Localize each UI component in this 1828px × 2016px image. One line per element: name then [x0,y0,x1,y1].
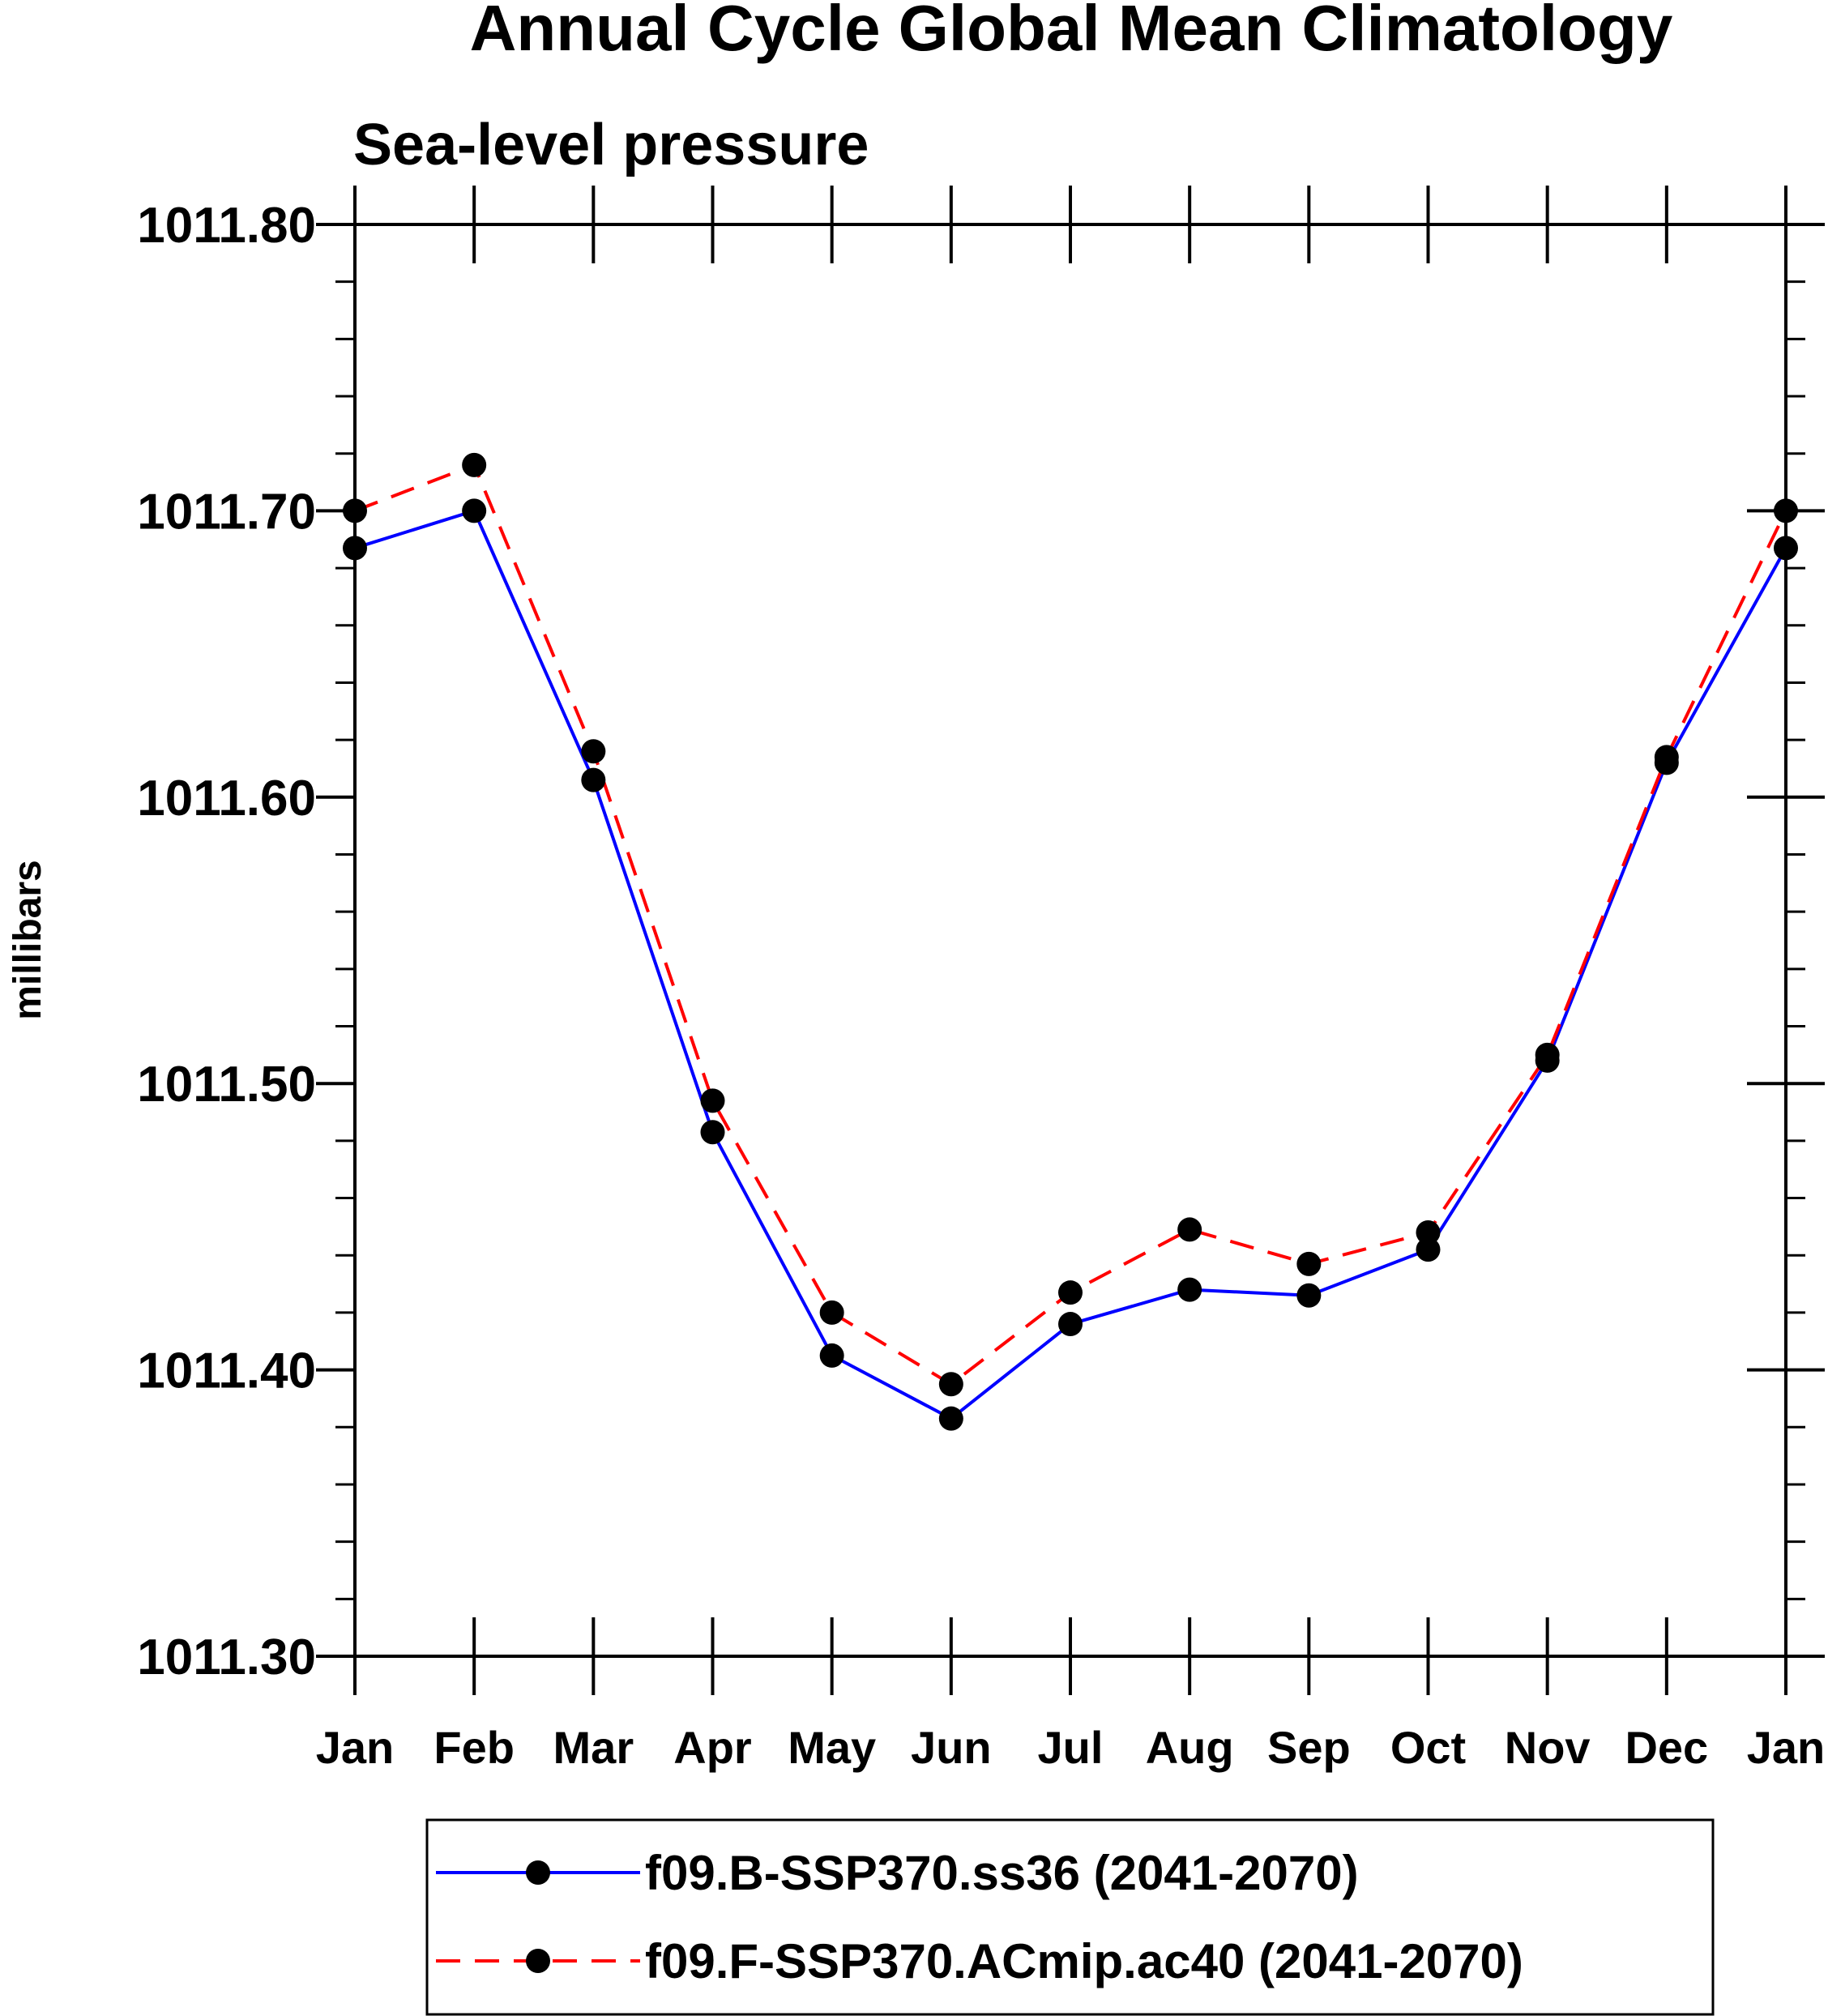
series-0-point-2 [581,767,606,792]
chart-title: Annual Cycle Global Mean Climatology [470,0,1673,64]
series-1-point-12 [1774,498,1798,523]
series-1-point-10 [1535,1042,1560,1067]
x-tick-label: Jul [1038,1722,1104,1773]
x-tick-label: Jan [316,1722,395,1773]
plot-frame [353,223,1787,1658]
series-1-point-8 [1296,1251,1322,1276]
series-0-point-9 [1416,1237,1441,1262]
legend-box [425,1818,1715,2016]
series-1-point-1 [462,452,487,477]
x-tick-label: Jan [1747,1722,1826,1773]
y-tick-label: 1011.50 [137,1057,316,1113]
x-tick-label: Mar [553,1722,634,1773]
series-0-point-12 [1774,536,1798,561]
x-tick-label: Oct [1390,1722,1466,1773]
y-axis-label: millibars [6,860,49,1019]
legend-swatch-marker-b-ssp370 [526,1860,550,1885]
x-tick-label: Jun [911,1722,992,1773]
series-1-point-11 [1654,745,1679,770]
series-0-point-8 [1296,1283,1322,1308]
series-1-point-4 [819,1300,844,1325]
series-line-1 [354,463,1787,1386]
x-tick-label: Sep [1267,1722,1351,1773]
x-tick-label: Apr [673,1722,751,1773]
y-tick-label: 1011.40 [137,1343,316,1399]
series-1-point-0 [343,498,367,523]
axis-ticks [316,186,1825,1695]
y-tick-label: 1011.70 [137,484,316,540]
y-tick-label: 1011.60 [137,771,316,826]
series-0-point-7 [1177,1277,1202,1302]
x-tick-label: Aug [1146,1722,1234,1773]
series-1-point-9 [1416,1219,1441,1245]
series-1-point-2 [581,739,606,764]
x-tick-label: Nov [1505,1722,1591,1773]
x-tick-label: Feb [434,1722,515,1773]
legend-swatch-marker-f-ssp370 [526,1949,550,1973]
legend: f09.B-SSP370.ss36 (2041-2070) f09.F-SSP3… [425,1818,1715,2016]
series-0-point-3 [700,1120,725,1145]
series-1-point-6 [1058,1280,1083,1305]
series-0-point-1 [462,498,487,523]
series-0-point-5 [938,1406,963,1431]
y-tick-labels: 1011.30 1011.40 1011.50 1011.60 1011.70 1011.… [137,198,316,1685]
legend-label-f-ssp370: f09.F-SSP370.ACmip.ac40 (2041-2070) [645,1934,1523,1988]
x-tick-label: Dec [1625,1722,1708,1773]
series-0-point-0 [343,536,367,561]
chart-subtitle: Sea-level pressure [353,113,869,177]
series-1-point-3 [700,1088,725,1113]
y-tick-label: 1011.30 [137,1629,316,1685]
series-0-point-4 [819,1343,844,1368]
series-1-point-5 [938,1372,963,1397]
x-tick-label: May [788,1722,876,1773]
x-tick-labels: Jan Feb Mar Apr May Jun Jul Aug Sep Oct Nov Dec Jan [316,1722,1826,1773]
series-layer [343,452,1798,1431]
series-1-point-7 [1177,1217,1202,1242]
legend-label-b-ssp370: f09.B-SSP370.ss36 (2041-2070) [645,1846,1359,1900]
series-0-point-6 [1058,1312,1083,1337]
y-tick-label: 1011.80 [137,198,316,254]
